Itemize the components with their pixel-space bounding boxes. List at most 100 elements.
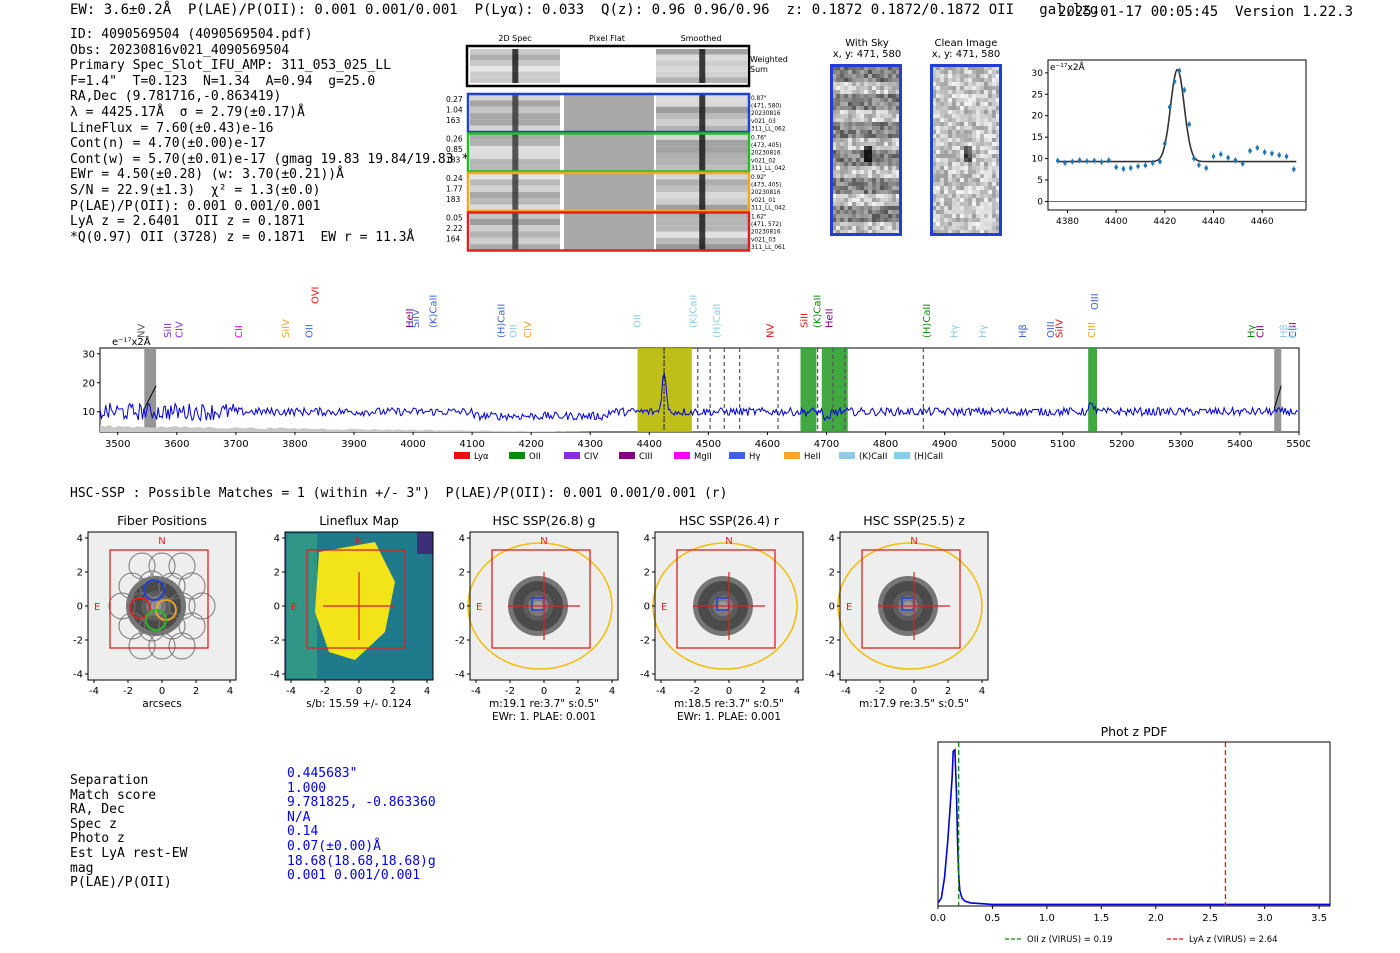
- image-pixel: [880, 126, 884, 130]
- match-value: 0.001 0.001/0.001: [287, 868, 421, 884]
- cutout-source-column: [699, 49, 706, 83]
- image-pixel: [992, 66, 996, 70]
- image-pixel: [960, 174, 964, 178]
- image-pixel: [988, 86, 992, 90]
- image-pixel: [836, 90, 840, 94]
- image-pixel: [940, 118, 944, 122]
- image-pixel: [880, 134, 884, 138]
- image-pixel: [960, 146, 964, 150]
- fit-data-point: [1128, 166, 1133, 170]
- image-pixel: [992, 110, 996, 114]
- image-pixel: [864, 94, 868, 98]
- image-pixel: [836, 170, 840, 174]
- image-pixel: [832, 186, 836, 190]
- image-pixel: [876, 134, 880, 138]
- image-pixel: [864, 90, 868, 94]
- image-pixel: [856, 66, 860, 70]
- image-pixel: [896, 142, 900, 146]
- image-pixel: [876, 110, 880, 114]
- image-pixel: [952, 202, 956, 206]
- image-pixel: [976, 170, 980, 174]
- photz-x-tick-label: 3.0: [1257, 913, 1273, 924]
- image-pixel: [972, 90, 976, 94]
- image-pixel: [896, 158, 900, 162]
- info-line: EWr = 4.50(±0.28) (w: 3.70(±0.21))Å: [70, 167, 344, 183]
- match-label: RA, Dec: [70, 802, 125, 818]
- image-pixel: [952, 102, 956, 106]
- hsc-x-tick-label: 4: [794, 686, 800, 697]
- image-pixel: [932, 222, 936, 226]
- image-pixel: [896, 154, 900, 158]
- image-pixel: [960, 178, 964, 182]
- image-pixel: [956, 86, 960, 90]
- hsc-y-tick-label: 4: [77, 534, 83, 545]
- image-pixel: [840, 114, 844, 118]
- image-pixel: [844, 202, 848, 206]
- image-pixel: [936, 114, 940, 118]
- image-pixel: [852, 118, 856, 122]
- image-pixel: [888, 190, 892, 194]
- image-pixel: [952, 126, 956, 130]
- image-pixel: [964, 210, 968, 214]
- image-pixel: [848, 218, 852, 222]
- image-pixel: [980, 178, 984, 182]
- image-pixel: [944, 178, 948, 182]
- image-pixel: [940, 102, 944, 106]
- image-pixel: [896, 194, 900, 198]
- image-pixel: [932, 226, 936, 230]
- spectral-line-label: NV: [136, 324, 147, 338]
- image-pixel: [956, 166, 960, 170]
- image-pixel: [952, 210, 956, 214]
- image-pixel: [848, 134, 852, 138]
- fit-data-point: [1211, 154, 1216, 159]
- image-pixel: [872, 202, 876, 206]
- image-pixel: [832, 226, 836, 230]
- image-pixel: [956, 138, 960, 142]
- spectral-line-label: OVI: [311, 287, 322, 305]
- image-pixel: [976, 166, 980, 170]
- image-pixel: [872, 102, 876, 106]
- image-pixel: [860, 226, 864, 230]
- image-pixel: [944, 218, 948, 222]
- image-pixel: [856, 142, 860, 146]
- image-pixel: [932, 94, 936, 98]
- image-pixel: [992, 154, 996, 158]
- image-pixel: [852, 66, 856, 70]
- image-pixel: [832, 130, 836, 134]
- image-pixel: [984, 130, 988, 134]
- image-pixel: [976, 126, 980, 130]
- image-pixel: [872, 222, 876, 226]
- image-pixel: [892, 230, 896, 234]
- image-pixel: [976, 194, 980, 198]
- image-pixel: [844, 146, 848, 150]
- image-pixel: [856, 78, 860, 82]
- image-pixel: [860, 122, 864, 126]
- image-pixel: [880, 170, 884, 174]
- image-pixel: [852, 158, 856, 162]
- image-pixel: [968, 82, 972, 86]
- image-pixel: [844, 206, 848, 210]
- image-pixel: [836, 206, 840, 210]
- image-pixel: [956, 222, 960, 226]
- image-pixel: [884, 182, 888, 186]
- hsc-y-tick-label: -2: [270, 636, 280, 647]
- image-pixel: [888, 230, 892, 234]
- image-pixel: [992, 122, 996, 126]
- image-pixel: [860, 126, 864, 130]
- image-pixel: [844, 118, 848, 122]
- info-line: P(LAE)/P(OII): 0.001 0.001/0.001: [70, 198, 321, 214]
- image-pixel: [944, 86, 948, 90]
- fiber-circle: [128, 552, 156, 580]
- header-summary: EW: 3.6±0.2Å P(LAE)/P(OII): 0.001 0.001/…: [70, 2, 1099, 18]
- image-pixel: [956, 170, 960, 174]
- photz-x-tick-label: 2.5: [1202, 913, 1218, 924]
- image-pixel: [984, 154, 988, 158]
- image-pixel: [892, 162, 896, 166]
- fiber-circle: [158, 572, 186, 600]
- image-pixel: [872, 138, 876, 142]
- cutout-row-stat: 0.85: [446, 145, 463, 154]
- fit-y-tick-label: 20: [1032, 112, 1044, 122]
- hsc-x-tick-label: 4: [979, 686, 985, 697]
